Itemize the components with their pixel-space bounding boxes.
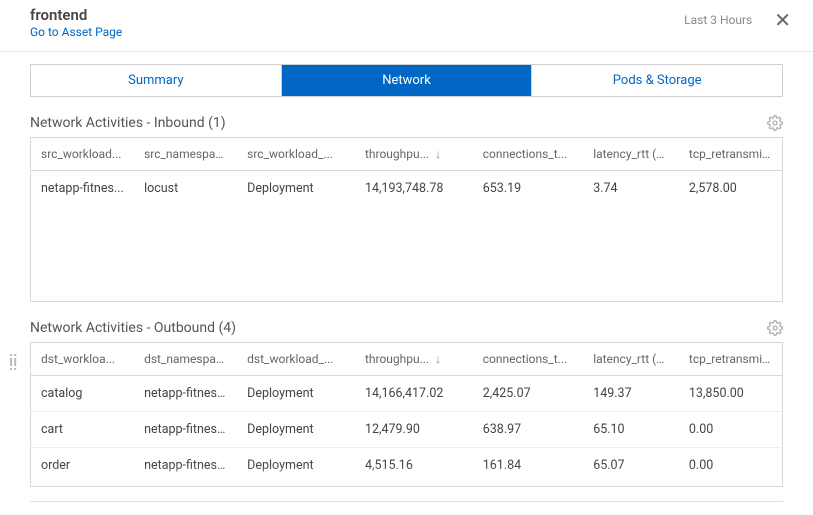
cell-dst-workload-kind: Deployment — [237, 411, 355, 447]
col-dst-workload-kind[interactable]: dst_workload_... — [237, 343, 355, 376]
col-throughput-label: throughpu... — [365, 147, 429, 161]
cell-latency: 3.74 — [583, 171, 679, 206]
cell-dst-workload: catalog — [31, 375, 134, 411]
cell-connections: 653.19 — [473, 171, 583, 206]
cell-dst-namespace: netapp-fitness-... — [134, 447, 237, 483]
table-row[interactable]: cart netapp-fitness-... Deployment 12,47… — [31, 411, 782, 447]
inbound-table: src_workload... src_namespace src_worklo… — [31, 138, 782, 171]
tab-summary[interactable]: Summary — [31, 65, 282, 96]
col-latency[interactable]: latency_rtt (ms) — [583, 138, 679, 171]
cell-connections: 161.84 — [473, 447, 583, 483]
inbound-header-row: src_workload... src_namespace src_worklo… — [31, 138, 782, 171]
col-latency-out[interactable]: latency_rtt (ms) — [583, 343, 679, 376]
col-dst-workload[interactable]: dst_workloa... — [31, 343, 134, 376]
close-icon[interactable]: ✕ — [770, 10, 795, 30]
cell-latency: 149.37 — [583, 375, 679, 411]
cell-dst-workload: order — [31, 447, 134, 483]
cell-src-namespace: locust — [134, 171, 237, 206]
outbound-title: Network Activities - Outbound (4) — [30, 320, 236, 336]
cell-throughput: 4,515.16 — [355, 447, 473, 483]
outbound-table: dst_workloa... dst_namespace dst_workloa… — [31, 343, 782, 487]
outbound-header-row: dst_workloa... dst_namespace dst_workloa… — [31, 343, 782, 376]
col-throughput-out[interactable]: throughpu... ↓ — [355, 343, 473, 376]
col-tcp-retransmit-out[interactable]: tcp_retransmit... — [679, 343, 782, 376]
cell-dst-namespace: netapp-fitness-... — [134, 411, 237, 447]
col-src-workload[interactable]: src_workload... — [31, 138, 134, 171]
gear-icon[interactable] — [767, 115, 783, 131]
outbound-section: Network Activities - Outbound (4) dst_wo… — [30, 320, 783, 487]
col-connections[interactable]: connections_t... — [473, 138, 583, 171]
inbound-title: Network Activities - Inbound (1) — [30, 115, 226, 131]
cell-tcp-retransmit: 13,850.00 — [679, 375, 782, 411]
table-row[interactable]: catalog netapp-fitness-... Deployment 14… — [31, 375, 782, 411]
inbound-section: Network Activities - Inbound (1) src_wor… — [30, 115, 783, 302]
col-throughput[interactable]: throughpu... ↓ — [355, 138, 473, 171]
cell-dst-workload-kind: Deployment — [237, 375, 355, 411]
tab-pods-storage[interactable]: Pods & Storage — [532, 65, 782, 96]
col-connections-out[interactable]: connections_t... — [473, 343, 583, 376]
col-throughput-out-label: throughpu... — [365, 352, 429, 366]
gear-icon[interactable] — [767, 320, 783, 336]
col-src-workload-kind[interactable]: src_workload_... — [237, 138, 355, 171]
cell-dst-namespace: netapp-fitness-... — [134, 375, 237, 411]
detail-panel: frontend Go to Asset Page Last 3 Hours ✕… — [0, 0, 813, 502]
panel-header: frontend Go to Asset Page Last 3 Hours ✕ — [0, 0, 813, 52]
sort-down-icon: ↓ — [435, 147, 441, 161]
cell-tcp-retransmit: 0.00 — [679, 447, 782, 483]
cell-throughput: 14,166,417.02 — [355, 375, 473, 411]
cell-tcp-retransmit: 2,578.00 — [679, 171, 782, 206]
drag-handle-icon[interactable]: ⠿⠿ — [8, 358, 19, 370]
col-dst-namespace[interactable]: dst_namespace — [134, 343, 237, 376]
cell-src-workload: netapp-fitnes... — [31, 171, 134, 206]
cell-dst-workload: cart — [31, 411, 134, 447]
cell-dst-workload-kind: Deployment — [237, 447, 355, 483]
tab-bar: Summary Network Pods & Storage — [30, 64, 783, 97]
cell-src-workload-kind: Deployment — [237, 171, 355, 206]
cell-latency: 65.07 — [583, 447, 679, 483]
table-row[interactable]: netapp-fitnes... locust Deployment 14,19… — [31, 171, 782, 206]
cell-connections: 638.97 — [473, 411, 583, 447]
cell-tcp-retransmit: 0.00 — [679, 411, 782, 447]
col-tcp-retransmit[interactable]: tcp_retransmit... — [679, 138, 782, 171]
col-src-namespace[interactable]: src_namespace — [134, 138, 237, 171]
sort-down-icon: ↓ — [435, 352, 441, 366]
page-title: frontend — [30, 6, 122, 24]
cell-connections: 2,425.07 — [473, 375, 583, 411]
table-row-partial — [31, 483, 782, 487]
footer-divider — [30, 501, 783, 502]
time-range-label[interactable]: Last 3 Hours — [684, 13, 752, 27]
cell-throughput: 12,479.90 — [355, 411, 473, 447]
cell-throughput: 14,193,748.78 — [355, 171, 473, 206]
tab-network[interactable]: Network — [282, 65, 533, 96]
asset-page-link[interactable]: Go to Asset Page — [30, 24, 122, 41]
cell-latency: 65.10 — [583, 411, 679, 447]
table-row[interactable]: order netapp-fitness-... Deployment 4,51… — [31, 447, 782, 483]
